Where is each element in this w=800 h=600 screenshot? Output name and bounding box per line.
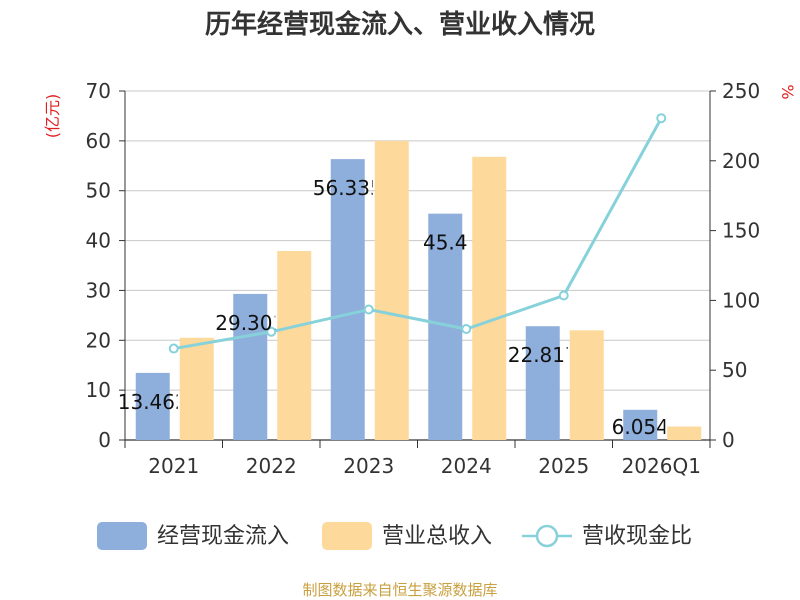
legend-label-ratio: 营收现金比 xyxy=(582,524,692,549)
data-label-cash-inflow: 45.4 xyxy=(423,231,468,255)
x-tick-label: 2024 xyxy=(441,454,492,478)
left-axis-unit: (亿元) xyxy=(43,94,62,139)
ratio-line xyxy=(168,113,667,354)
left-tick-label: 0 xyxy=(98,428,111,452)
data-label-cash-inflow: 6.054 xyxy=(612,415,669,439)
right-tick-label: 0 xyxy=(722,428,735,452)
x-tick-label: 2026Q1 xyxy=(622,454,701,478)
left-tick-label: 60 xyxy=(86,129,111,153)
legend-swatch-revenue xyxy=(322,522,372,550)
legend: 经营现金流入 营业总收入 营收现金比 xyxy=(97,522,692,550)
bar-cash-inflow xyxy=(135,372,170,440)
x-tick-label: 2021 xyxy=(148,454,199,478)
ratio-point xyxy=(461,324,472,335)
data-label-cash-inflow: 13.462 xyxy=(118,390,188,414)
bar-revenue xyxy=(374,140,409,440)
right-tick-label: 150 xyxy=(722,219,760,243)
x-tick-label: 2025 xyxy=(538,454,589,478)
bar-revenue xyxy=(472,156,507,440)
right-tick-label: 50 xyxy=(722,358,747,382)
bar-revenue xyxy=(569,330,604,440)
source-note: 制图数据来自恒生聚源数据库 xyxy=(302,581,497,599)
ratio-point xyxy=(558,290,569,301)
ratio-point xyxy=(656,113,667,124)
left-tick-label: 30 xyxy=(86,278,111,302)
legend-swatch-ratio-marker xyxy=(535,524,559,548)
right-axis-unit: % xyxy=(778,84,797,99)
bar-cash-inflow xyxy=(233,293,268,440)
axes xyxy=(119,90,716,448)
bar-revenue xyxy=(277,251,312,440)
tick-labels: 0 10 20 30 40 50 60 70 0 50 100 150 200 250 2021 2022 20… xyxy=(86,79,761,478)
bars xyxy=(135,140,702,440)
left-tick-label: 20 xyxy=(86,328,111,352)
ratio-point xyxy=(168,343,179,354)
right-tick-label: 100 xyxy=(722,288,760,312)
data-labels: 13.462 29.301 56.335 45.4 22.817 6.054 xyxy=(118,176,669,439)
legend-swatch-cash-inflow xyxy=(97,522,147,550)
bar-cash-inflow xyxy=(330,159,365,440)
left-tick-label: 10 xyxy=(86,378,111,402)
chart-title: 历年经营现金流入、营业收入情况 xyxy=(205,9,595,40)
bar-cash-inflow xyxy=(623,409,658,440)
left-tick-label: 50 xyxy=(86,179,111,203)
ratio-line-path xyxy=(173,117,663,351)
legend-label-revenue: 营业总收入 xyxy=(382,524,492,549)
data-label-cash-inflow: 29.301 xyxy=(215,311,285,335)
ratio-point xyxy=(266,326,277,337)
bar-cash-inflow xyxy=(525,326,560,440)
ratio-point xyxy=(363,304,374,315)
left-tick-label: 70 xyxy=(86,79,111,103)
x-tick-label: 2023 xyxy=(343,454,394,478)
right-tick-label: 200 xyxy=(722,149,760,173)
x-tick-label: 2022 xyxy=(246,454,297,478)
left-tick-label: 40 xyxy=(86,229,111,253)
bar-revenue xyxy=(667,426,702,440)
data-label-cash-inflow: 22.817 xyxy=(508,343,578,367)
right-tick-label: 250 xyxy=(722,79,760,103)
legend-label-cash-inflow: 经营现金流入 xyxy=(157,524,289,549)
bar-revenue xyxy=(179,337,214,440)
data-label-cash-inflow: 56.335 xyxy=(313,176,383,200)
